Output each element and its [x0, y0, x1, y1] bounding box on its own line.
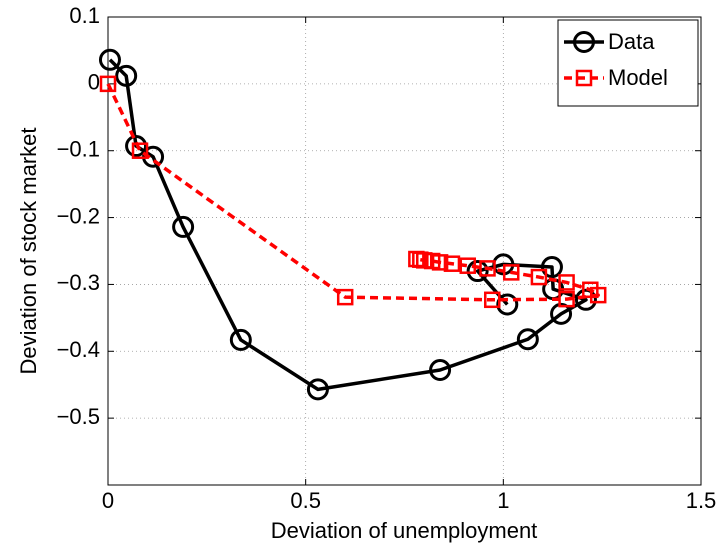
- marker: [99, 75, 117, 93]
- y-tick-label: −0.3: [57, 270, 100, 295]
- marker: [582, 281, 599, 299]
- y-tick-label: −0.4: [57, 337, 100, 362]
- marker: [98, 48, 121, 71]
- marker: [540, 256, 563, 279]
- marker: [125, 135, 148, 158]
- marker: [496, 293, 519, 316]
- plot-frame: [107, 16, 702, 486]
- y-tick-label: 0.1: [69, 3, 100, 28]
- y-tick-label: −0.5: [57, 404, 100, 429]
- legend-label: Model: [608, 65, 668, 90]
- marker: [459, 257, 477, 274]
- legend: Data Model: [557, 19, 699, 107]
- y-axis-label: Deviation of stock market: [16, 128, 41, 375]
- marker: [443, 255, 461, 272]
- legend-label: Data: [608, 29, 655, 54]
- marker: [172, 215, 195, 238]
- marker: [466, 260, 489, 283]
- marker: [558, 274, 575, 291]
- marker: [574, 288, 597, 311]
- legend-marker: [575, 69, 593, 87]
- marker: [516, 328, 539, 351]
- marker: [558, 290, 575, 308]
- marker: [229, 328, 252, 351]
- marker: [530, 268, 548, 286]
- x-tick-label: 0.5: [290, 488, 321, 513]
- marker: [479, 260, 496, 277]
- x-tick-label: 1.5: [686, 488, 717, 513]
- marker: [131, 142, 149, 159]
- y-tick-label: −0.1: [57, 137, 100, 162]
- marker: [484, 291, 501, 309]
- series-line: [106, 83, 600, 302]
- marker: [502, 264, 520, 281]
- legend-marker: [573, 31, 595, 53]
- marker: [550, 302, 573, 325]
- x-tick-label: 0: [102, 488, 114, 513]
- x-axis-label: Deviation of unemployment: [271, 518, 538, 543]
- marker: [408, 250, 425, 268]
- marker: [429, 359, 452, 382]
- marker: [115, 64, 138, 87]
- x-tick-label: 1: [497, 488, 509, 513]
- marker: [336, 288, 354, 306]
- y-tick-label: 0: [88, 70, 100, 95]
- marker: [306, 378, 329, 401]
- y-tick-label: −0.2: [57, 203, 100, 228]
